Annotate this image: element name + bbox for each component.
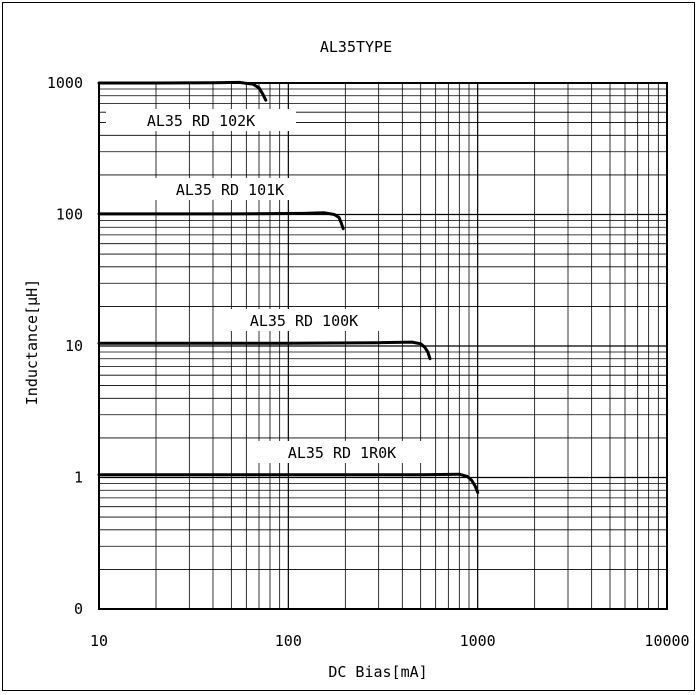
x-axis-label: DC Bias[mA] xyxy=(328,663,427,681)
series-label-bg xyxy=(106,109,296,131)
tick-labels: 10 100 1000 10000 0 1 10 100 1000 xyxy=(47,74,690,650)
x-tick-label: 1000 xyxy=(460,632,496,650)
series-line xyxy=(97,340,432,361)
x-tick-label: 10 xyxy=(90,632,108,650)
series-label: AL35 RD 102K xyxy=(147,112,255,130)
plot-border xyxy=(98,82,668,610)
x-tick-label: 100 xyxy=(275,632,302,650)
series-label: AL35 RD 1R0K xyxy=(288,444,396,462)
y-tick-label: 100 xyxy=(56,206,83,224)
y-tick-label: 1000 xyxy=(47,74,83,92)
series-label-bg xyxy=(257,441,427,463)
y-axis-label: Inductance[μH] xyxy=(23,279,41,405)
series-line xyxy=(97,472,480,494)
series-labels: AL35 RD 102K AL35 RD 101K AL35 RD 100K AL35… xyxy=(106,109,427,463)
series-label: AL35 RD 100K xyxy=(250,312,358,330)
series-line xyxy=(97,211,345,231)
series-line xyxy=(97,80,268,102)
y-tick-label: 10 xyxy=(65,337,83,355)
series-label: AL35 RD 101K xyxy=(176,181,284,199)
series-label-bg xyxy=(214,309,394,331)
x-tick-label: 10000 xyxy=(644,632,689,650)
y-tick-label: 0 xyxy=(74,600,83,618)
series-label-bg xyxy=(150,178,310,200)
chart-title: AL35TYPE xyxy=(320,38,392,56)
grid xyxy=(99,83,667,609)
y-tick-label: 1 xyxy=(74,469,83,487)
